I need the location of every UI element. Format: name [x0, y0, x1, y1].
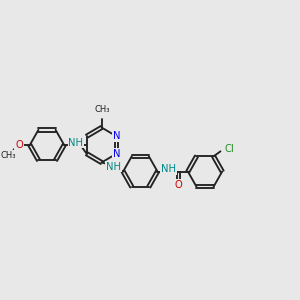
Text: NH: NH	[68, 137, 83, 148]
Text: CH₃: CH₃	[1, 151, 16, 160]
Text: N: N	[113, 149, 120, 159]
Text: NH: NH	[106, 161, 121, 172]
Text: O: O	[15, 140, 23, 150]
Text: O: O	[174, 179, 182, 190]
Text: CH₃: CH₃	[95, 104, 110, 113]
Text: N: N	[113, 131, 120, 141]
Text: NH: NH	[161, 164, 176, 174]
Text: Cl: Cl	[224, 144, 234, 154]
